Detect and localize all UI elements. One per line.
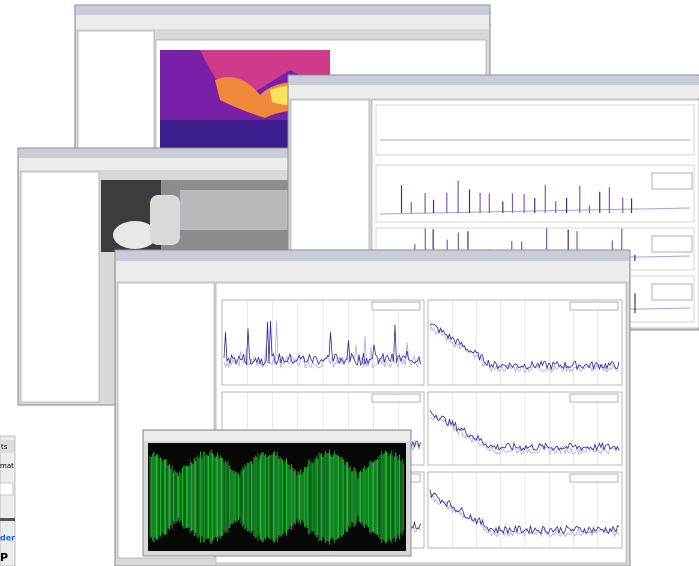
legend-box [569,301,619,311]
toolbar [76,15,489,29]
tree-panel [20,171,100,403]
legend-box [569,473,619,483]
link[interactable]: der [0,534,15,543]
menu-label: mat [0,462,14,470]
window-waveform [142,429,412,557]
legend-box [651,172,693,190]
title-bar [116,251,629,261]
toolbar [144,431,410,441]
photo-object [180,190,290,230]
legend-box [371,301,421,311]
window-frame [0,435,16,566]
trace [429,489,620,535]
separator [0,518,15,521]
toolbar [289,85,699,98]
tree-panel [290,99,370,251]
legend-box [569,393,619,403]
trace [429,326,620,374]
trace [223,320,421,366]
waveform [149,449,404,545]
title-bar [19,149,299,158]
trace [429,323,620,371]
legend-box [651,235,693,253]
trace [429,409,620,452]
heading: P [0,551,8,564]
cropped-window: ts mat der P [0,435,16,566]
window-front [114,249,631,566]
toolbar-button[interactable] [0,482,14,496]
toolbar [116,261,629,281]
legend-box [371,393,421,403]
trace [223,320,421,370]
legend-box [651,283,693,301]
title-bar [289,76,699,85]
tab[interactable] [0,440,14,453]
toolbar [19,158,299,170]
photo-object [150,195,180,245]
tree-panel [77,30,155,149]
title-bar [76,6,489,15]
plot-area [375,104,695,156]
photo-object [113,221,157,249]
tab-label: ts [1,443,8,451]
